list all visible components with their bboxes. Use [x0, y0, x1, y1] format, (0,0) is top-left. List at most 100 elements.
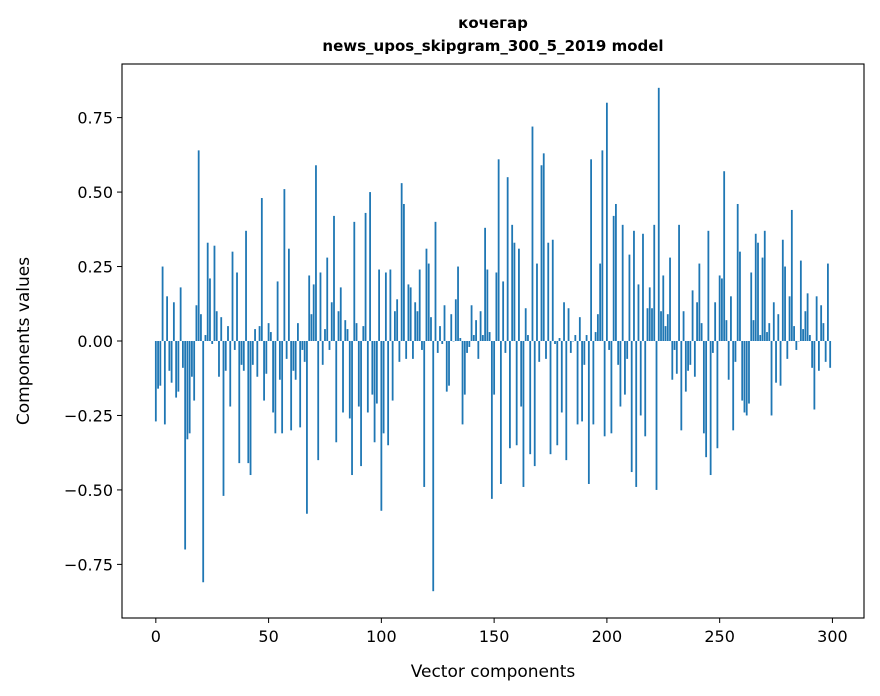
bar [310, 314, 313, 341]
bar [294, 341, 297, 380]
bar [725, 320, 728, 341]
bar [563, 302, 565, 341]
y-axis-label: Components values [14, 257, 34, 425]
bar [538, 341, 541, 362]
bar [409, 287, 412, 341]
bar [421, 341, 423, 350]
bar [743, 341, 746, 413]
bar [624, 341, 626, 395]
bar [567, 308, 570, 341]
bar [154, 341, 157, 422]
x-tick-label: 250 [704, 627, 735, 646]
bar [434, 221, 437, 341]
bar [628, 254, 631, 341]
bar [739, 251, 741, 341]
bar [269, 332, 272, 341]
bar [172, 302, 175, 341]
x-tick-label: 300 [817, 627, 848, 646]
bar [414, 302, 417, 341]
y-tick-label: −0.25 [64, 406, 113, 425]
y-tick-label: 0.25 [77, 258, 113, 277]
bar [617, 341, 620, 365]
x-tick-label: 200 [592, 627, 623, 646]
bar [515, 341, 518, 446]
bar [301, 341, 304, 350]
y-tick-label: 0.75 [77, 109, 113, 128]
bar [615, 203, 617, 341]
bar [445, 341, 448, 392]
bar [484, 227, 486, 341]
bar [648, 287, 651, 341]
bar [518, 248, 520, 341]
bar [375, 341, 378, 404]
bar [784, 266, 786, 341]
bar [416, 311, 419, 341]
bar [689, 341, 692, 365]
bar [276, 281, 279, 341]
bar [702, 341, 705, 434]
bar [578, 317, 581, 341]
bar [287, 248, 290, 341]
x-tick-label: 50 [258, 627, 278, 646]
bar [319, 272, 322, 341]
bar [373, 341, 376, 443]
bar [403, 203, 405, 341]
bar [157, 341, 159, 389]
bar [493, 341, 496, 395]
bar [227, 326, 229, 341]
bar [732, 341, 735, 431]
bar [317, 341, 320, 461]
bar [344, 320, 347, 341]
bar [527, 335, 529, 341]
bar [635, 341, 638, 487]
bar [267, 323, 270, 341]
x-tick-label: 0 [151, 627, 161, 646]
bar [637, 284, 640, 341]
bar [290, 341, 293, 431]
bar [721, 278, 723, 341]
bar [470, 305, 473, 341]
bar [229, 341, 232, 407]
bar [161, 266, 164, 341]
bar [353, 221, 356, 341]
bar [574, 335, 577, 341]
bar [802, 329, 804, 341]
bar [191, 341, 193, 377]
bar [592, 341, 595, 425]
bar [463, 341, 466, 395]
bar [678, 224, 680, 341]
bar [655, 341, 658, 490]
bar [520, 341, 523, 407]
bar [657, 87, 660, 341]
bar [630, 341, 633, 473]
bar [272, 341, 274, 413]
bar [788, 296, 791, 341]
bar [450, 314, 453, 341]
bar [391, 341, 394, 401]
bar [682, 311, 685, 341]
bar [499, 341, 502, 484]
bar [355, 323, 358, 341]
bar [362, 326, 365, 341]
bar [206, 242, 209, 341]
bar [497, 159, 500, 341]
bar [488, 332, 491, 341]
bar [215, 311, 218, 341]
bar [583, 341, 586, 365]
bar [594, 332, 597, 341]
bar [251, 341, 254, 365]
bar [716, 341, 719, 449]
bar [736, 203, 739, 341]
bar [642, 233, 644, 341]
bar [646, 308, 649, 341]
bar [175, 341, 178, 398]
bar [163, 341, 166, 425]
bar [748, 341, 750, 404]
bar [335, 341, 338, 443]
bar [204, 335, 207, 341]
bar [405, 341, 408, 359]
bar [236, 272, 238, 341]
bar [281, 341, 284, 434]
bar [675, 341, 678, 374]
